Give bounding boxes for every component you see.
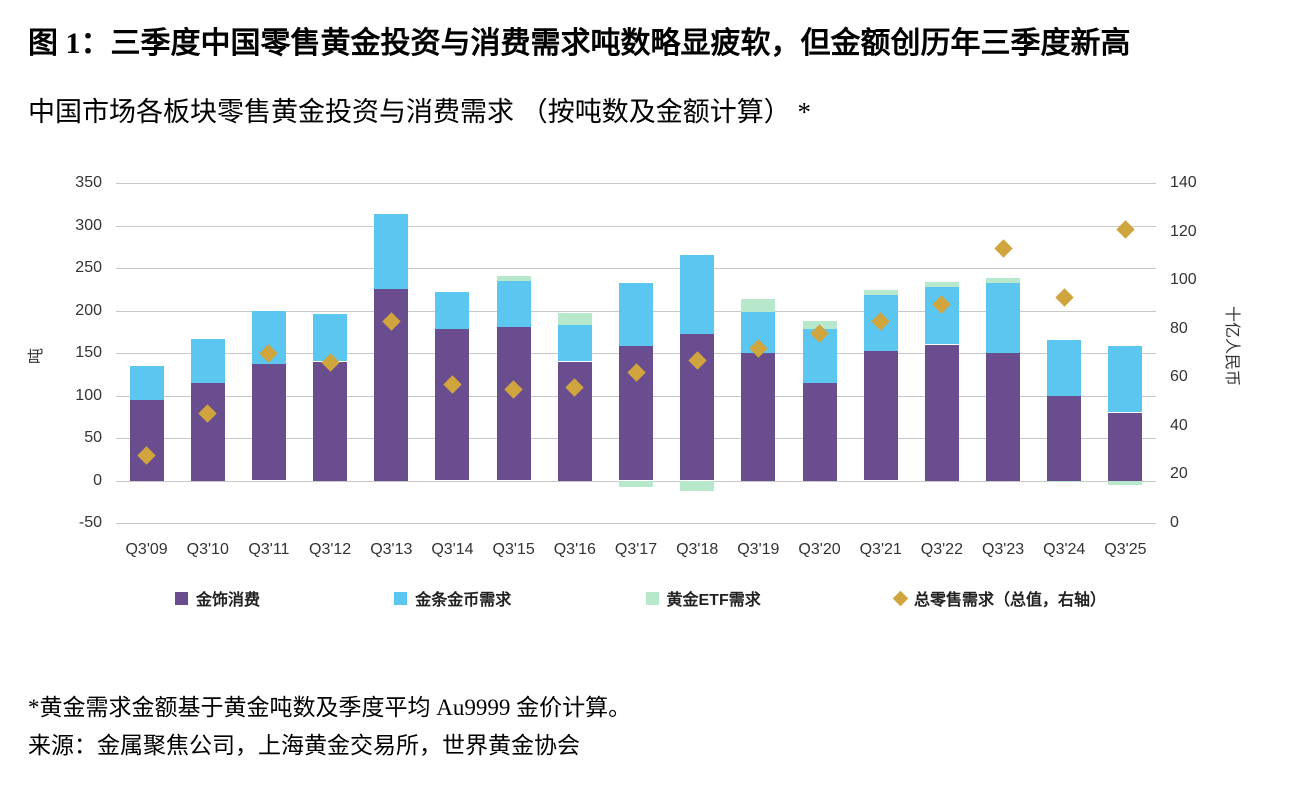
figure-title: 图 1：三季度中国零售黄金投资与消费需求吨数略显疲软，但金额创历年三季度新高 xyxy=(28,27,1131,60)
bar-segment xyxy=(129,365,164,400)
bar-segment xyxy=(313,361,348,481)
bar-segment xyxy=(1047,340,1082,396)
bar-segment xyxy=(190,338,225,383)
left-axis-tick-label: -50 xyxy=(78,514,102,531)
bar-segment xyxy=(863,290,898,296)
bar-segment xyxy=(1047,480,1082,483)
gridline xyxy=(116,183,1156,184)
left-axis-tick-label: 350 xyxy=(75,174,102,191)
bar-segment xyxy=(680,480,715,491)
left-axis-tick-label: 200 xyxy=(75,301,102,319)
total-demand-marker xyxy=(993,239,1013,258)
right-axis-tick-label: 20 xyxy=(1170,465,1188,483)
legend: 金饰消费 金条金币需求 黄金ETF需求 总零售需求（总值，右轴） xyxy=(116,586,1156,610)
bar-segment xyxy=(1108,412,1143,481)
bar-segment xyxy=(863,351,898,481)
left-axis-tick-label: 250 xyxy=(75,259,102,276)
bar-segment xyxy=(619,480,653,488)
total-demand-diamond-icon xyxy=(892,590,909,606)
right-axis-tick-label: 140 xyxy=(1170,174,1197,191)
footnote-source: 来源：金属聚焦公司，上海黄金交易所，世界黄金协会 xyxy=(28,733,580,758)
x-axis-label: Q3'20 xyxy=(798,541,841,558)
gridline xyxy=(116,225,1156,227)
right-axis-tick-label: 40 xyxy=(1170,416,1188,434)
x-axis-label: Q3'10 xyxy=(186,541,229,558)
bar-segment xyxy=(129,399,164,481)
bar-segment xyxy=(680,255,715,335)
bar-segment xyxy=(741,353,776,481)
bar-segment xyxy=(1047,395,1082,481)
total-demand-marker xyxy=(1055,287,1074,307)
left-axis-tick-label: 50 xyxy=(84,429,102,446)
bar-segment xyxy=(374,214,409,290)
bar-segment xyxy=(557,324,592,362)
x-axis-label: Q3'17 xyxy=(614,541,658,558)
bar-segment xyxy=(924,282,959,287)
bar-segment xyxy=(251,364,286,481)
bar-segment xyxy=(986,278,1021,284)
jewelry-swatch-icon xyxy=(175,591,188,605)
legend-label-jewelry: 金饰消费 xyxy=(196,592,261,609)
bar-segment xyxy=(1108,480,1143,485)
bar-segment xyxy=(741,298,776,313)
bar-segment xyxy=(619,283,653,347)
bar-segment xyxy=(986,353,1021,481)
legend-item-total: 总零售需求（总值，右轴） xyxy=(892,586,1106,610)
footnote-calculation: *黄金需求金额基于黄金吨数及季度平均 Au9999 金价计算。 xyxy=(28,695,632,720)
legend-item-jewelry: 金饰消费 xyxy=(175,586,260,610)
legend-item-etf: 黄金ETF需求 xyxy=(645,586,761,610)
left-axis-tick-label: 150 xyxy=(75,344,102,361)
bar-segment xyxy=(190,382,225,481)
figure-subtitle: 中国市场各板块零售黄金投资与消费需求 （按吨数及金额计算） * xyxy=(28,97,811,127)
x-axis-label: Q3'21 xyxy=(859,541,902,558)
right-axis-tick-label: 60 xyxy=(1170,368,1188,386)
x-axis-label: Q3'22 xyxy=(920,541,963,558)
etf-swatch-icon xyxy=(645,591,659,605)
x-axis-label: Q3'23 xyxy=(981,541,1025,558)
x-axis-label: Q3'11 xyxy=(248,541,290,558)
gridline xyxy=(116,523,1156,524)
x-axis-label: Q3'18 xyxy=(676,541,719,558)
legend-item-barcoin: 金条金币需求 xyxy=(394,586,511,610)
x-axis-label: Q3'14 xyxy=(431,541,474,558)
bar-segment xyxy=(986,283,1021,353)
bar-segment xyxy=(496,326,531,481)
total-demand-marker xyxy=(1116,219,1135,239)
x-axis-label: Q3'24 xyxy=(1043,541,1086,558)
right-axis-tick-label: 120 xyxy=(1170,222,1197,240)
right-axis-tick-label: 0 xyxy=(1170,514,1179,531)
legend-label-barcoin: 金条金币需求 xyxy=(415,592,512,609)
bar-segment xyxy=(802,382,837,481)
legend-label-total: 总零售需求（总值，右轴） xyxy=(913,592,1106,609)
gridline xyxy=(116,268,1156,269)
right-axis-tick-label: 100 xyxy=(1170,271,1197,289)
plot-area: 350 300 250 200 150 100 50 0 -50 140 120 100 80 60 40 2… xyxy=(75,174,1196,558)
left-axis-tick-label: 0 xyxy=(93,471,102,489)
bar-segment xyxy=(435,291,470,330)
right-axis-tick-label: 80 xyxy=(1170,319,1188,337)
left-axis-tick-label: 100 xyxy=(75,386,102,404)
bar-segment xyxy=(924,344,959,481)
x-axis-label: Q3'13 xyxy=(370,541,413,558)
x-axis-label: Q3'15 xyxy=(492,541,535,558)
x-axis-label: Q3'09 xyxy=(125,541,168,558)
bar-segment xyxy=(496,275,531,281)
bar-segment xyxy=(435,329,470,481)
legend-label-etf: 黄金ETF需求 xyxy=(666,592,761,609)
x-axis-label: Q3'25 xyxy=(1104,541,1147,558)
left-axis-tick-label: 300 xyxy=(75,216,102,234)
barcoin-swatch-icon xyxy=(394,591,408,605)
right-axis-title: 十亿人民币 xyxy=(1223,306,1240,387)
bar-segment xyxy=(496,280,531,327)
x-axis-label: Q3'12 xyxy=(309,541,352,558)
bar-segment xyxy=(557,313,592,325)
x-axis-label: Q3'19 xyxy=(737,541,780,558)
x-axis-label: Q3'16 xyxy=(553,541,596,558)
bar-segment xyxy=(1108,346,1143,413)
